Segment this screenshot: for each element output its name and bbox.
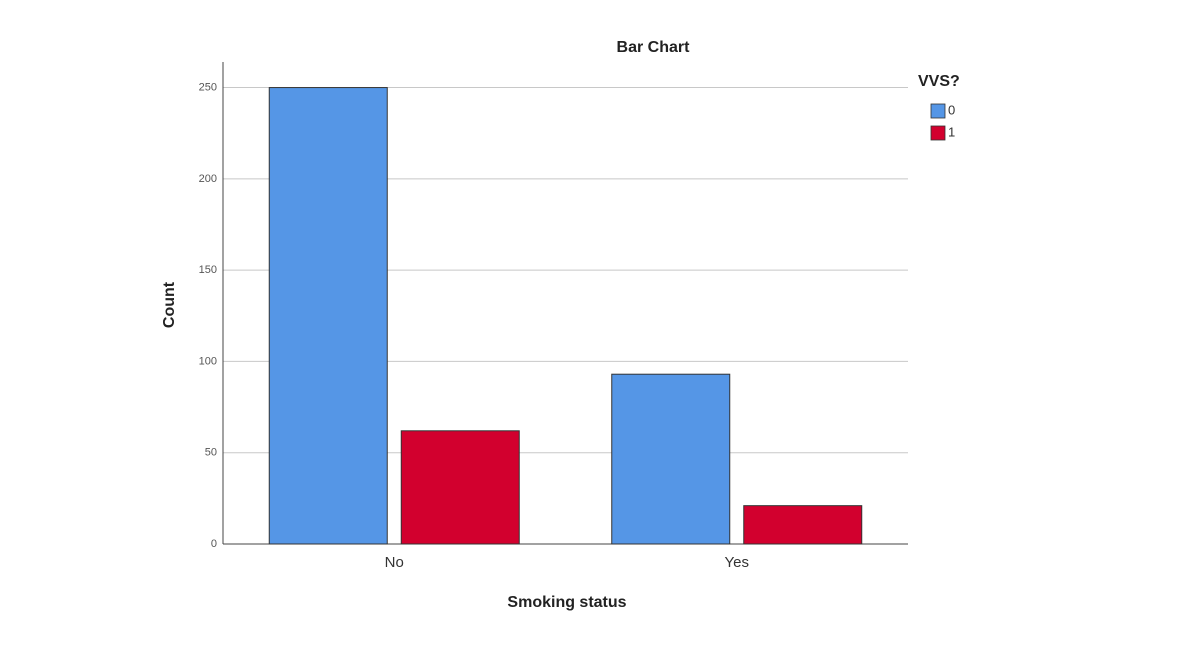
legend-label: 1 — [948, 124, 955, 139]
x-tick-label: No — [385, 554, 404, 571]
bar — [611, 373, 731, 545]
x-axis-title: Smoking status — [507, 594, 626, 611]
legend-swatch — [930, 103, 946, 119]
legend-label: 0 — [948, 102, 955, 117]
chart-title: Bar Chart — [617, 39, 691, 56]
bar — [743, 505, 863, 545]
x-tick-label: Yes — [725, 554, 749, 571]
y-tick-label: 250 — [199, 81, 217, 93]
y-tick-label: 0 — [211, 538, 217, 550]
y-tick-label: 200 — [199, 173, 217, 185]
bar — [268, 87, 388, 545]
y-tick-label: 50 — [205, 447, 217, 459]
legend-title: VVS? — [918, 73, 960, 90]
y-axis-title: Count — [161, 281, 178, 328]
bar — [400, 430, 520, 545]
y-tick-label: 100 — [199, 355, 217, 367]
legend-swatch — [930, 125, 946, 141]
y-tick-label: 150 — [199, 264, 217, 276]
